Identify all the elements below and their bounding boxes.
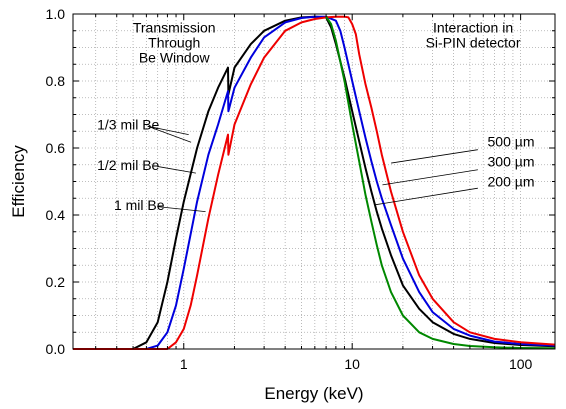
annotation-text: Be Window: [139, 50, 211, 66]
annotation-pointer: [147, 125, 189, 135]
series-line-1: [73, 15, 556, 350]
annotation-pointer: [382, 169, 478, 186]
x-tick-label: 10: [344, 356, 360, 372]
annotation-text: Si-PIN detector: [426, 35, 521, 51]
x-axis-title: Energy (keV): [264, 384, 363, 403]
x-tick-label: 1: [180, 356, 188, 372]
annotation-text: Through: [148, 35, 200, 51]
annotation-text: 1/2 mil Be: [97, 157, 159, 173]
y-tick-label: 0.6: [46, 140, 66, 156]
data-series: [73, 15, 556, 350]
y-tick-label: 0.2: [46, 274, 66, 290]
annotation-pointer: [157, 166, 196, 174]
axis-ticks: 1 10 100 0.0 0.2 0.4 0.6 0.8 1.0: [46, 6, 555, 372]
annotation-text: 500 µm: [488, 133, 535, 149]
annotation-pointer: [391, 149, 478, 164]
y-tick-label: 1.0: [46, 6, 66, 22]
series-line-2: [73, 15, 556, 350]
x-tick-label: 100: [509, 356, 533, 372]
grid-lines: [73, 14, 555, 349]
annotation-pointer: [157, 206, 206, 213]
annotation-text: 1/3 mil Be: [97, 117, 159, 133]
annotation-text: 1 mil Be: [114, 197, 165, 213]
annotation-pointer: [374, 187, 478, 206]
series-line-0: [73, 15, 556, 350]
annotation-pointer: [147, 125, 192, 143]
y-tick-label: 0.8: [46, 73, 66, 89]
y-tick-label: 0.4: [46, 207, 66, 223]
annotation-text: Transmission: [133, 19, 216, 35]
annotation-text: 300 µm: [488, 153, 535, 169]
annotation-text: 200 µm: [488, 174, 535, 190]
y-tick-label: 0.0: [46, 341, 66, 357]
annotation-text: Interaction in: [433, 19, 513, 35]
y-axis-title: Efficiency: [9, 145, 28, 218]
